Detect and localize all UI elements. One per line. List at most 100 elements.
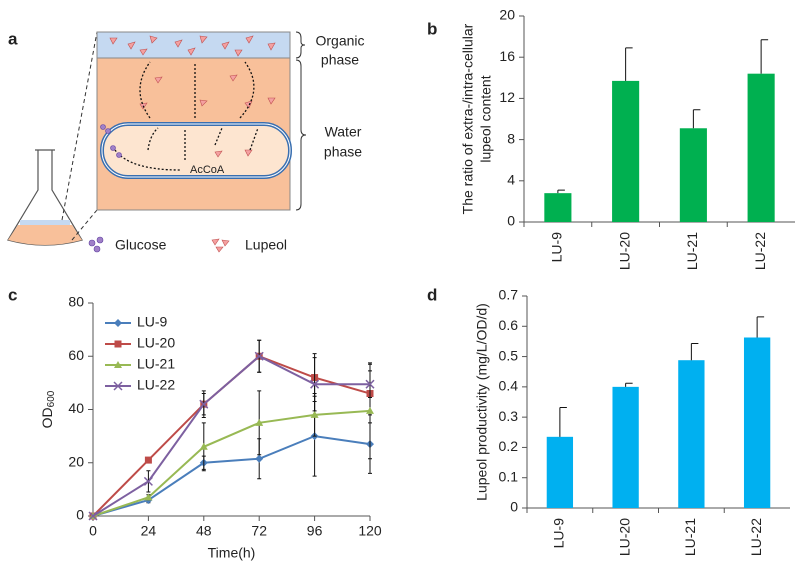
flask-water [8,225,82,245]
panel-label: a [8,29,18,48]
x-tick-label: LU-9 [549,232,565,263]
error-bar [760,39,769,74]
y-tick-label: 20 [68,453,84,469]
y-tick-label: 80 [68,294,84,310]
zoom-line [61,31,98,221]
x-tick-label: LU-22 [748,518,764,556]
brace [295,31,306,59]
y-axis-label-main: OD [39,407,55,428]
water-label: Water [325,124,362,140]
x-tick-label: 96 [307,523,323,539]
y-tick-label: 4 [507,172,515,188]
marker [310,379,320,389]
marker [144,456,152,464]
lupeol-legend: Lupeol [245,237,287,253]
x-tick-label: 120 [358,523,382,539]
y-tick-label: 60 [68,347,84,363]
error-bar [756,316,765,338]
organic-phase [96,31,291,59]
y-axis-label: The ratio of extra-/intra-cellular [460,23,476,214]
y-axis-label: Lupeol productivity (mg/L/OD/d) [474,303,490,501]
series-line [92,355,370,517]
series-line [92,409,371,517]
error-bar [625,382,633,387]
bar [743,337,771,508]
bar [546,436,574,508]
marker [199,442,208,450]
panel-label: d [427,285,437,304]
bar [678,360,705,508]
marker [113,381,123,391]
x-tick-label: LU-22 [752,232,768,270]
marker [255,418,264,426]
x-tick-label: LU-20 [616,232,632,270]
marker [365,379,375,389]
brace [295,59,307,211]
y-tick-label: 0.5 [499,347,519,363]
marker [114,361,122,368]
marker [366,406,374,414]
marker [255,454,264,463]
legend-label: LU-22 [137,377,175,393]
organic-label: phase [321,52,359,68]
x-tick-label: 48 [196,523,212,539]
bar [544,193,572,222]
y-tick-label: 20 [499,7,515,23]
error-bar [557,189,565,194]
x-tick-label: 72 [251,523,267,539]
x-axis-label: Time(h) [208,545,256,561]
y-axis-label: OD600 [39,390,57,428]
marker [88,511,98,521]
lupeol-molecules [109,35,276,158]
organic-label: Organic [315,33,364,49]
y-tick-label: 0.4 [499,378,519,394]
x-tick-label: LU-21 [682,518,698,556]
error-bar [625,47,633,81]
y-tick-label: 16 [499,48,515,64]
panel-label: b [427,19,437,38]
legend-label: LU-20 [137,335,175,351]
water-label: phase [324,144,362,160]
y-tick-label: 0 [510,499,518,515]
y-tick-label: 0 [76,507,84,523]
y-tick-label: 0.2 [499,438,519,454]
y-axis-label-sub: 600 [46,390,57,407]
y-axis-label: lupeol content [478,75,494,162]
bar [747,73,775,223]
x-tick-label: LU-9 [551,518,567,549]
marker [114,340,122,348]
x-tick-label: LU-21 [684,232,700,270]
x-tick-label: 24 [141,523,157,539]
y-tick-label: 0.3 [499,408,519,424]
series-line [92,435,371,517]
bar [612,80,640,222]
y-tick-label: 0 [507,213,515,229]
legend-label: LU-9 [137,314,168,330]
error-bar [692,109,701,129]
panel-label: c [8,285,17,304]
marker [143,476,153,486]
diagram: AcCoA Organic phase Water phase Glucose … [7,31,365,253]
legend-label: LU-21 [137,356,175,372]
marker [144,493,153,501]
y-tick-label: 0.1 [499,468,519,484]
marker [310,410,319,418]
x-tick-label: 0 [89,523,97,539]
error-bar [690,343,699,361]
y-tick-label: 40 [68,400,84,416]
bar [612,386,639,508]
glucose-icon [88,236,104,253]
cell-membrane [101,123,291,178]
glucose-legend: Glucose [115,237,167,253]
y-tick-label: 0.7 [499,287,519,303]
y-tick-label: 12 [499,89,515,105]
marker [254,351,264,361]
marker [114,319,122,327]
y-tick-label: 0.6 [499,317,519,333]
y-tick-label: 8 [507,130,515,146]
lupeol-icon [211,238,230,253]
glucose-molecules [100,124,122,158]
x-tick-label: LU-20 [616,518,632,556]
bar [679,128,707,222]
